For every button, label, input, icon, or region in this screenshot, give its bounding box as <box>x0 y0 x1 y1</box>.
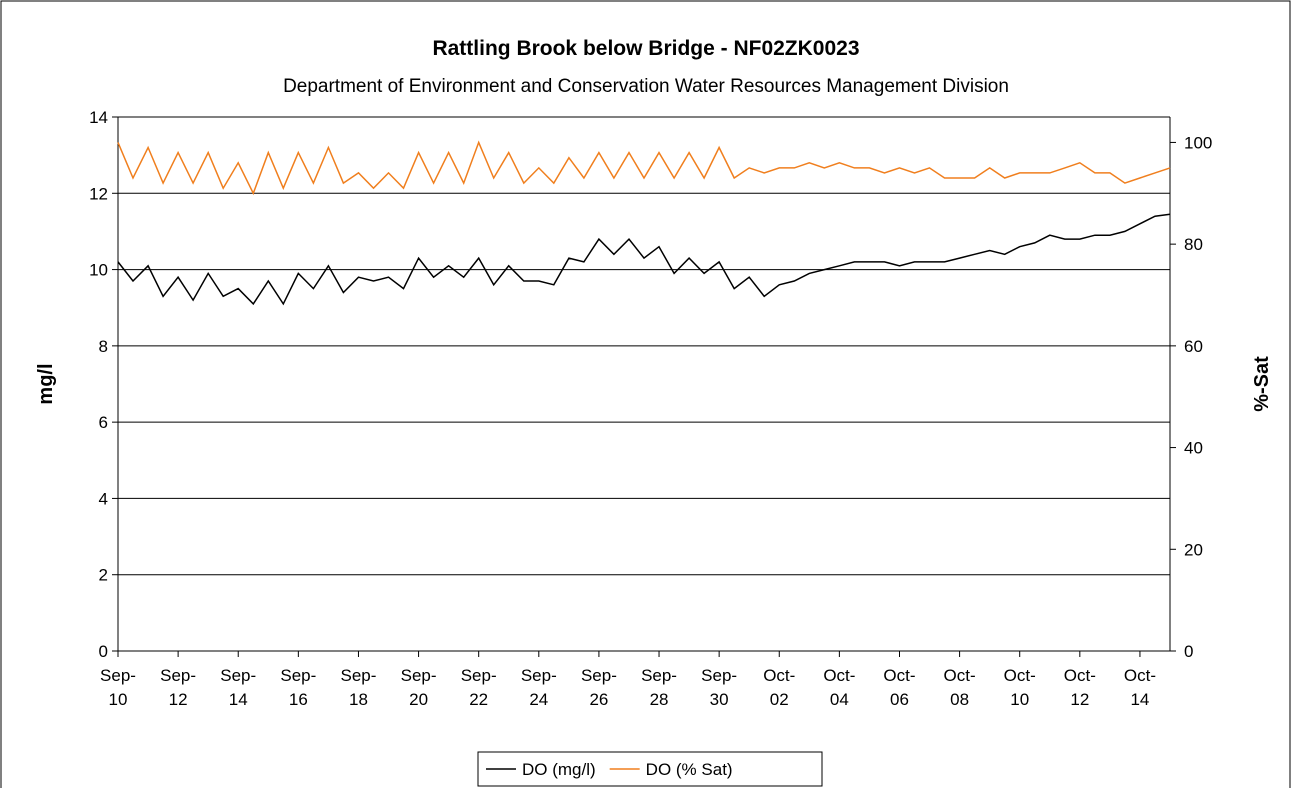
x-tick-label-part: Sep- <box>641 666 677 685</box>
x-tick-label-part: Sep- <box>521 666 557 685</box>
y-tick-label: 2 <box>99 566 108 585</box>
x-tick-label: Sep- 22 <box>461 666 497 709</box>
y-tick-label: 10 <box>89 261 108 280</box>
x-tick-label-part: 28 <box>650 690 669 709</box>
x-tick-label-part: Oct- <box>763 666 795 685</box>
x-tick-label-part: 02 <box>770 690 789 709</box>
data-line <box>117 213 1171 306</box>
x-tick-label: Sep- 24 <box>521 666 557 709</box>
x-tick-label-part: 18 <box>349 690 368 709</box>
chart-subtitle: Department of Environment and Conservati… <box>283 76 1009 97</box>
x-tick-label-part: 06 <box>890 690 909 709</box>
x-tick-label: Oct- 08 <box>944 666 976 709</box>
x-tick-label-part: Sep- <box>280 666 316 685</box>
y2-tick-label: 100 <box>1184 133 1212 152</box>
x-tick-label: Sep- 16 <box>280 666 316 709</box>
legend-box <box>477 751 823 787</box>
x-tick-label-part: Oct- <box>1004 666 1036 685</box>
legend-label: DO (mg/l) <box>522 760 596 779</box>
x-tick-label: Sep- 14 <box>220 666 256 709</box>
x-tick-label-part: Oct- <box>944 666 976 685</box>
x-tick-label: Sep- 26 <box>581 666 617 709</box>
y-tick-label: 8 <box>99 337 108 356</box>
x-tick-label-part: Sep- <box>100 666 136 685</box>
y2-tick-label: 40 <box>1184 439 1203 458</box>
x-tick-label-part: Oct- <box>883 666 915 685</box>
x-tick-label-part: Sep- <box>461 666 497 685</box>
x-tick-label: Oct- 04 <box>823 666 855 709</box>
y-tick-label: 12 <box>89 184 108 203</box>
legend-label: DO (% Sat) <box>646 760 733 779</box>
x-tick-label-part: 16 <box>289 690 308 709</box>
x-tick-label-part: Sep- <box>401 666 437 685</box>
x-tick-label: Sep- 18 <box>340 666 376 709</box>
chart-title: Rattling Brook below Bridge - NF02ZK0023 <box>432 37 859 60</box>
x-tick-label-part: Oct- <box>1124 666 1156 685</box>
x-tick-label-part: 10 <box>109 690 128 709</box>
x-tick-label-part: 26 <box>589 690 608 709</box>
x-tick-label-part: 24 <box>529 690 548 709</box>
x-tick-label: Sep- 20 <box>401 666 437 709</box>
x-tick-label-part: Sep- <box>160 666 196 685</box>
y-tick-label: 4 <box>99 489 108 508</box>
x-tick-label-part: Oct- <box>1064 666 1096 685</box>
x-tick-label-part: 04 <box>830 690 849 709</box>
y-axis-label: mg/l <box>35 363 57 404</box>
x-tick-label-part: 30 <box>710 690 729 709</box>
y-tick-label: 14 <box>89 108 108 127</box>
x-tick-label-part: 08 <box>950 690 969 709</box>
x-tick-label: Oct- 12 <box>1064 666 1096 709</box>
x-tick-label-part: Sep- <box>340 666 376 685</box>
x-tick-label: Sep- 30 <box>701 666 737 709</box>
x-tick-label-part: Sep- <box>581 666 617 685</box>
x-tick-label: Sep- 10 <box>100 666 136 709</box>
x-tick-label-part: Sep- <box>701 666 737 685</box>
y2-tick-label: 80 <box>1184 235 1203 254</box>
x-tick-label-part: 10 <box>1010 690 1029 709</box>
x-tick-label: Sep- 12 <box>160 666 196 709</box>
x-tick-label-part: 14 <box>1130 690 1149 709</box>
x-tick-label: Oct- 10 <box>1004 666 1036 709</box>
y2-tick-label: 60 <box>1184 337 1203 356</box>
y2-tick-label: 20 <box>1184 540 1203 559</box>
y-tick-label: 6 <box>99 413 108 432</box>
x-tick-label-part: 20 <box>409 690 428 709</box>
data-line <box>117 140 1171 196</box>
x-tick-label-part: 12 <box>169 690 188 709</box>
x-tick-label: Oct- 14 <box>1124 666 1156 709</box>
x-tick-label-part: 22 <box>469 690 488 709</box>
y2-tick-label: 0 <box>1184 642 1193 661</box>
x-tick-label-part: 12 <box>1070 690 1089 709</box>
x-tick-label: Sep- 28 <box>641 666 677 709</box>
x-tick-label-part: Oct- <box>823 666 855 685</box>
y-tick-label: 0 <box>99 642 108 661</box>
x-tick-label-part: 14 <box>229 690 248 709</box>
y2-axis-label: %-Sat <box>1251 356 1273 412</box>
x-tick-label: Oct- 06 <box>883 666 915 709</box>
x-tick-label: Oct- 02 <box>763 666 795 709</box>
x-tick-label-part: Sep- <box>220 666 256 685</box>
